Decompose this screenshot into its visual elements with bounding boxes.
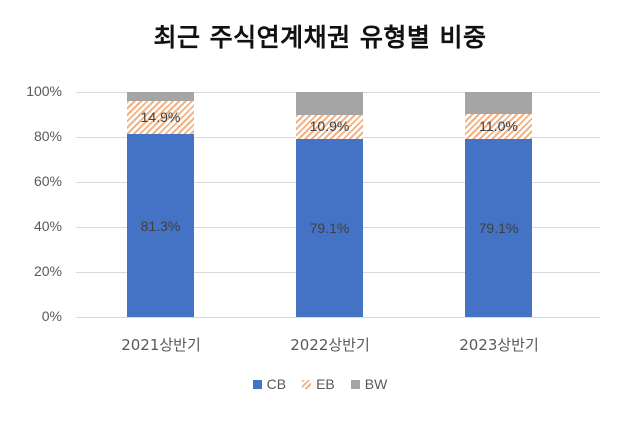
data-label-eb: 11.0%	[479, 118, 518, 134]
y-tick-80: 80%	[33, 128, 62, 144]
segment-cb	[296, 139, 363, 317]
legend-item-bw: BW	[350, 376, 388, 392]
segment-bw	[127, 92, 194, 101]
data-label-cb: 79.1%	[478, 220, 519, 236]
bar-2022: 10.9% 79.1%	[296, 92, 363, 317]
legend-item-cb: CB	[252, 376, 287, 392]
bar-2021: 14.9% 81.3%	[127, 92, 194, 317]
bw-swatch-icon	[350, 379, 360, 389]
data-label-cb: 81.3%	[140, 218, 181, 234]
segment-eb	[127, 100, 194, 134]
cb-swatch-icon	[252, 379, 262, 389]
data-label-cb: 79.1%	[309, 220, 350, 236]
chart-title: 최근 주식연계채권 유형별 비중	[153, 23, 487, 52]
segment-eb	[296, 114, 363, 139]
bar-2023: 11.0% 79.1%	[465, 92, 532, 317]
x-tick-2022: 2022상반기	[290, 336, 370, 354]
legend: CB EB BW	[0, 376, 640, 392]
legend-label-bw: BW	[364, 376, 388, 392]
eb-swatch-icon	[302, 379, 312, 389]
segment-eb	[465, 114, 532, 139]
data-label-eb: 14.9%	[140, 109, 181, 125]
legend-item-eb: EB	[302, 376, 335, 392]
y-tick-40: 40%	[33, 218, 62, 234]
y-tick-0: 0%	[41, 308, 62, 324]
gridline-0	[76, 317, 600, 318]
segment-bw	[465, 92, 532, 115]
segment-bw	[296, 92, 363, 115]
x-tick-2021: 2021상반기	[121, 336, 201, 354]
y-tick-60: 60%	[33, 173, 62, 189]
y-tick-20: 20%	[33, 263, 62, 279]
legend-label-eb: EB	[316, 376, 335, 392]
data-label-eb: 10.9%	[309, 118, 350, 134]
segment-cb	[127, 134, 194, 317]
segment-cb	[465, 139, 532, 317]
legend-label-cb: CB	[266, 376, 287, 392]
x-tick-2023: 2023상반기	[459, 336, 539, 354]
y-tick-100: 100%	[26, 83, 62, 99]
